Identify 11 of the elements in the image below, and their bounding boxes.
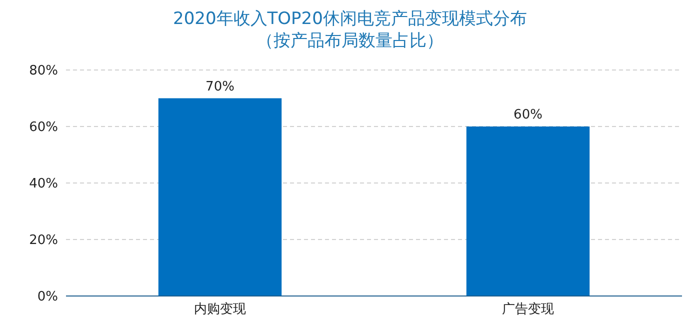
y-tick-label: 60% xyxy=(29,120,58,136)
y-tick-label: 80% xyxy=(29,64,58,79)
y-tick-label: 20% xyxy=(29,233,58,248)
x-tick-label: 内购变现 xyxy=(194,302,246,318)
x-tick-label: 广告变现 xyxy=(502,302,554,318)
chart-subtitle: （按产品布局数量占比） xyxy=(256,30,444,52)
chart-title: 2020年收入TOP20休闲电竞产品变现模式分布 xyxy=(172,8,528,30)
data-label: 70% xyxy=(206,79,234,94)
y-tick-label: 0% xyxy=(37,290,58,305)
data-label: 60% xyxy=(514,108,542,122)
y-tick-label: 40% xyxy=(29,176,58,192)
